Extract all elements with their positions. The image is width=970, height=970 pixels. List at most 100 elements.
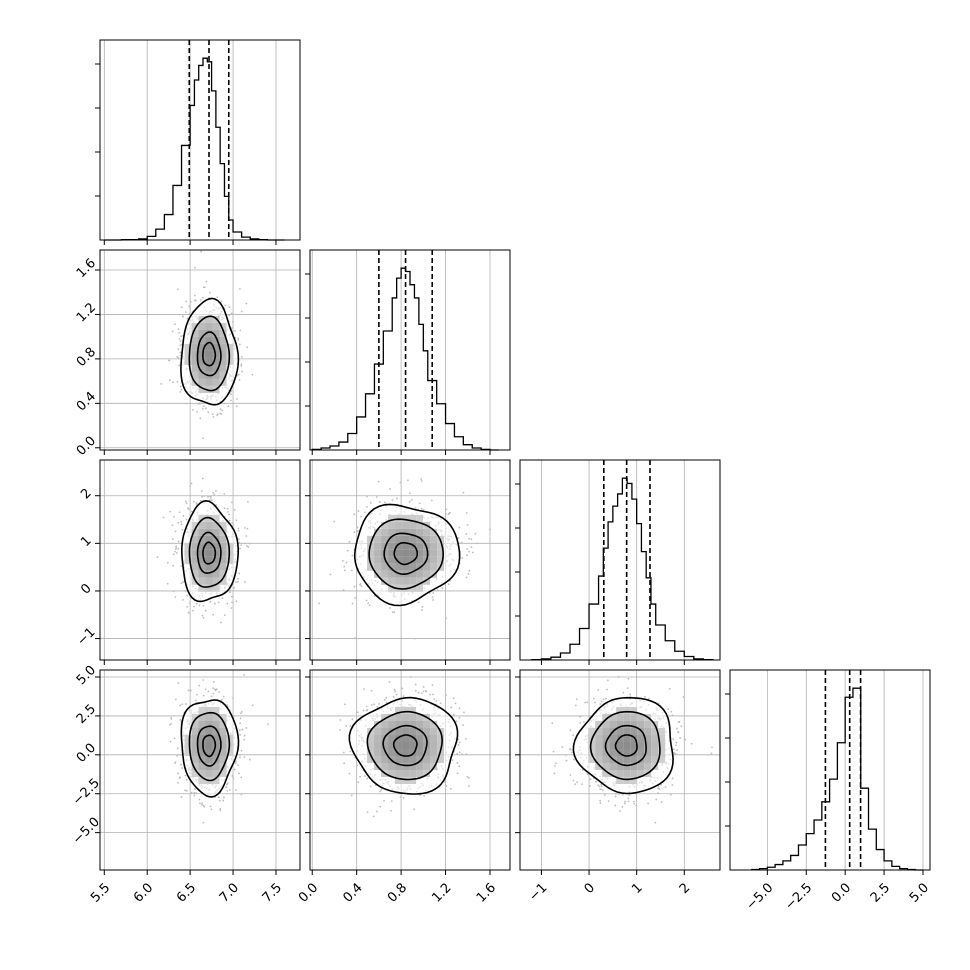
x-tick-label: 0.0 — [829, 880, 854, 905]
scatter-point — [228, 789, 231, 791]
scatter-point — [247, 545, 250, 548]
histogram-steps — [311, 267, 499, 451]
scatter-point — [230, 399, 232, 402]
x-tick-label: 0.0 — [296, 880, 321, 905]
scatter-point — [389, 607, 392, 609]
scatter-point — [607, 800, 610, 802]
scatter-point — [343, 703, 346, 706]
scatter-point — [174, 550, 176, 553]
density-panel — [309, 459, 511, 661]
scatter-point — [174, 596, 177, 598]
scatter-point — [243, 526, 246, 529]
scatter-point — [241, 728, 244, 731]
x-tick-label: −1 — [526, 880, 550, 904]
scatter-point — [671, 777, 674, 780]
scatter-point — [360, 585, 363, 588]
scatter-point — [383, 699, 386, 702]
scatter-point — [169, 510, 172, 513]
scatter-point — [193, 794, 196, 797]
scatter-point — [399, 481, 402, 484]
scatter-point — [251, 373, 254, 376]
scatter-point — [180, 388, 183, 391]
scatter-point — [359, 775, 361, 778]
scatter-point — [179, 351, 182, 354]
scatter-point — [245, 727, 248, 729]
scatter-point — [182, 598, 184, 601]
scatter-point — [226, 783, 228, 786]
scatter-point — [179, 385, 182, 388]
scatter-point — [402, 695, 405, 698]
scatter-point — [617, 793, 620, 795]
scatter-point — [357, 510, 360, 512]
scatter-point — [177, 547, 180, 550]
scatter-point — [391, 499, 394, 501]
scatter-point — [203, 495, 206, 497]
scatter-point — [192, 500, 195, 503]
scatter-point — [345, 561, 348, 564]
scatter-point — [233, 768, 236, 771]
scatter-point — [668, 687, 671, 690]
x-tick-label: 0.8 — [385, 880, 410, 905]
scatter-point — [241, 370, 243, 373]
scatter-point — [223, 507, 226, 510]
scatter-point — [231, 321, 234, 323]
scatter-point — [366, 777, 369, 780]
scatter-point — [396, 497, 398, 500]
scatter-point — [205, 280, 208, 283]
density-contour — [202, 341, 217, 367]
scatter-point — [589, 785, 591, 787]
scatter-point — [392, 695, 395, 698]
scatter-point — [172, 553, 175, 556]
scatter-point — [660, 783, 663, 786]
scatter-point — [465, 512, 468, 514]
scatter-point — [170, 722, 173, 725]
scatter-point — [202, 804, 205, 807]
scatter-point — [408, 500, 411, 503]
scatter-point — [193, 294, 196, 297]
scatter-point — [243, 674, 246, 676]
scatter-point — [424, 689, 427, 692]
scatter-point — [177, 328, 180, 331]
scatter-point — [379, 790, 382, 793]
scatter-point — [370, 689, 373, 692]
scatter-point — [474, 532, 477, 535]
scatter-point — [356, 530, 359, 533]
scatter-point — [209, 805, 212, 808]
scatter-point — [365, 599, 368, 602]
scatter-point — [346, 549, 349, 552]
scatter-point — [199, 417, 202, 420]
scatter-point — [554, 765, 556, 767]
scatter-point — [628, 794, 631, 797]
scatter-point — [237, 339, 240, 341]
scatter-point — [379, 805, 382, 808]
scatter-point — [231, 501, 233, 504]
scatter-point — [219, 809, 222, 812]
scatter-point — [212, 692, 215, 695]
scatter-point — [166, 561, 169, 564]
scatter-point — [235, 581, 238, 584]
scatter-point — [194, 788, 196, 790]
scatter-point — [553, 772, 556, 775]
scatter-point — [349, 725, 352, 727]
scatter-point — [366, 811, 369, 814]
scatter-point — [417, 691, 420, 694]
scatter-point — [409, 675, 412, 678]
scatter-point — [238, 343, 241, 346]
scatter-point — [201, 802, 204, 805]
scatter-point — [673, 751, 676, 754]
scatter-point — [228, 519, 231, 522]
scatter-point — [174, 698, 177, 701]
scatter-point — [176, 380, 179, 383]
scatter-point — [359, 583, 362, 586]
scatter-point — [413, 808, 415, 811]
scatter-point — [202, 694, 205, 697]
y-tick-label: 0.4 — [74, 389, 99, 414]
scatter-point — [174, 548, 177, 551]
x-tick-label: 6.0 — [131, 880, 156, 905]
scatter-point — [198, 684, 201, 687]
scatter-point — [239, 753, 242, 756]
scatter-point — [176, 355, 179, 358]
scatter-point — [456, 753, 459, 755]
scatter-point — [229, 591, 231, 594]
scatter-point — [240, 793, 243, 796]
